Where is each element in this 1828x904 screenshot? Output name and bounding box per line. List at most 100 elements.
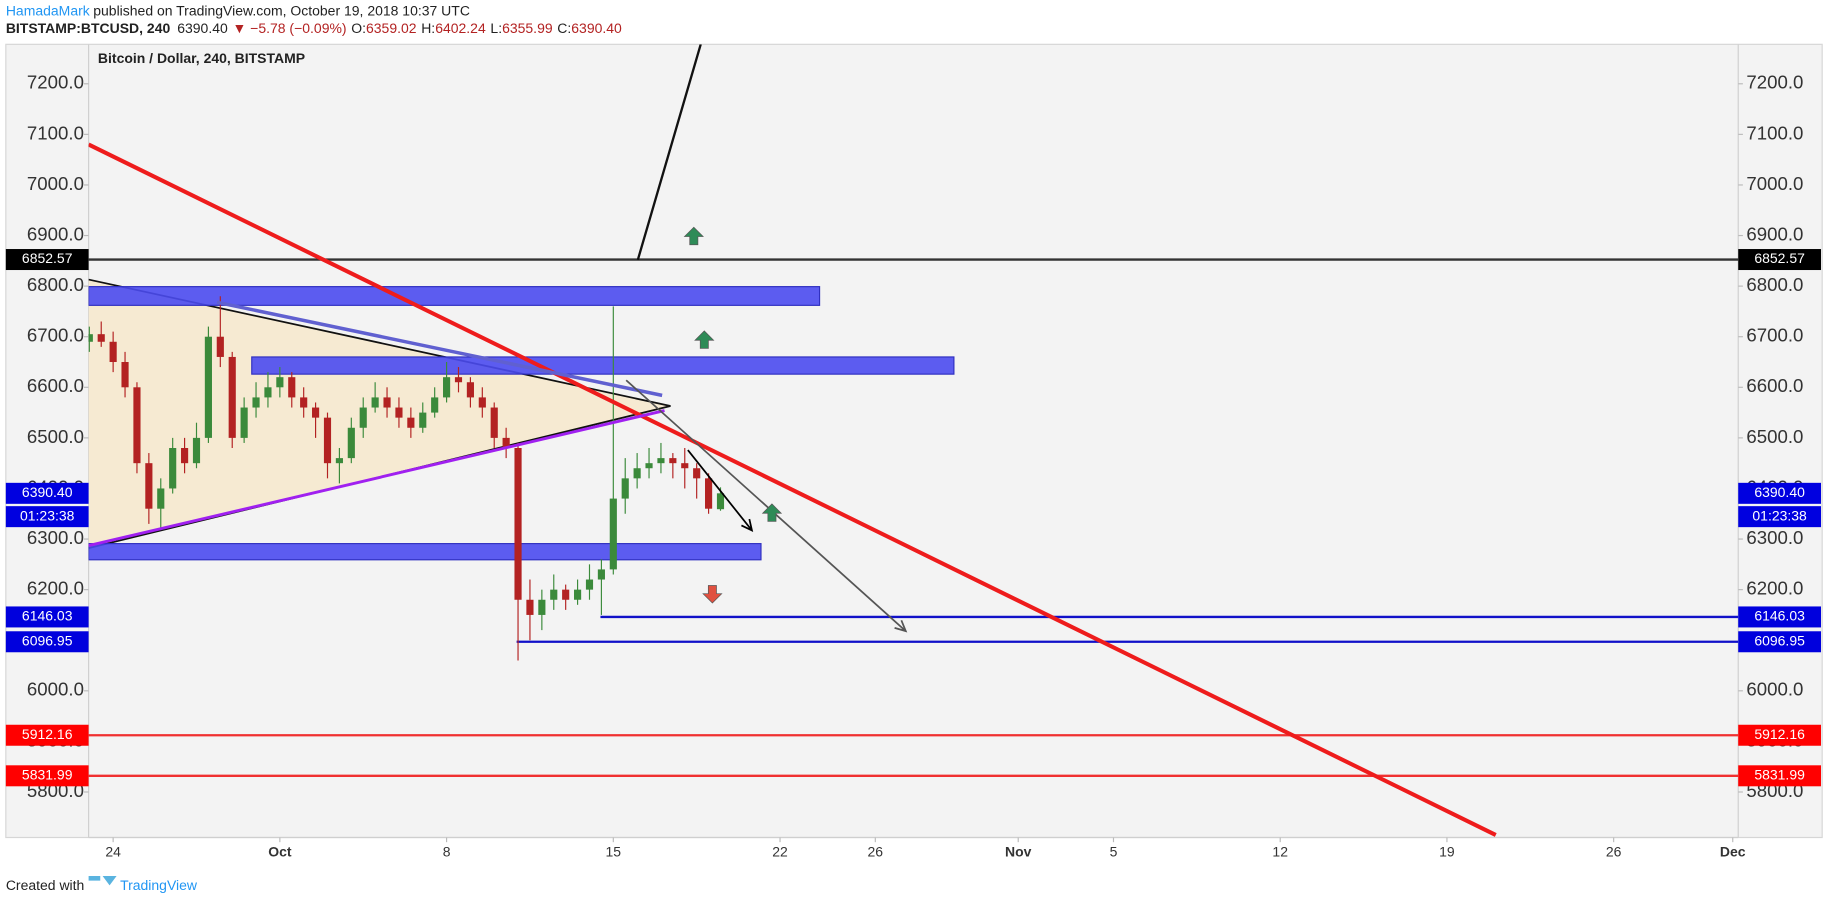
- countdown-label: 01:23:38: [1752, 507, 1807, 523]
- y-tick-label: 6300.0: [27, 527, 84, 548]
- candle-body: [443, 377, 451, 398]
- y-tick-label: 7000.0: [1746, 173, 1803, 194]
- x-tick-label: 26: [1606, 843, 1622, 859]
- ohlc-label: H:: [421, 20, 435, 36]
- trend-line: [216, 300, 663, 398]
- countdown-label-bg: [5, 506, 89, 528]
- line-price-label: 5831.99: [1754, 767, 1805, 783]
- arrow-marker: [683, 226, 704, 246]
- candle-body: [716, 493, 725, 510]
- tradingview-logo: [88, 876, 117, 886]
- candle-body: [431, 397, 439, 413]
- line-price-label-bg: [1738, 249, 1822, 271]
- line-price-label-bg: [1738, 724, 1822, 746]
- candle-body: [121, 362, 129, 388]
- ohlc-label: C:: [557, 20, 571, 36]
- candle-body: [204, 336, 212, 438]
- y-tick-label: 6700.0: [27, 325, 84, 346]
- trend-line: [636, 44, 702, 261]
- candle-body: [276, 377, 284, 388]
- change: ▼ −5.78 (−0.09%): [232, 20, 346, 36]
- line-price-label: 5912.16: [1754, 726, 1805, 742]
- countdown-label-bg: [1738, 506, 1822, 528]
- x-tick-label: 22: [772, 843, 788, 859]
- candle-body: [407, 417, 415, 428]
- ohlc-label: L:: [490, 20, 502, 36]
- candle-body: [574, 589, 582, 600]
- x-tick-label: 8: [443, 843, 451, 859]
- trend-line: [88, 409, 665, 548]
- candle-body: [300, 397, 308, 408]
- line-price-label: 6852.57: [1754, 250, 1805, 266]
- x-tick-label: Nov: [1005, 843, 1032, 859]
- line-price-label-bg: [5, 765, 89, 787]
- candle-body: [490, 407, 498, 438]
- candle-body: [109, 341, 117, 363]
- candle-body: [252, 397, 260, 408]
- line-price-label: 6852.57: [22, 250, 73, 266]
- candle-body: [240, 407, 248, 438]
- ohlc-value: 6390.40: [571, 20, 622, 36]
- x-tick-label: 26: [868, 843, 884, 859]
- triangle-pattern: [88, 279, 671, 549]
- x-tick-label: 19: [1439, 843, 1455, 859]
- candle-body: [585, 579, 594, 590]
- y-tick-label: 6900.0: [1746, 223, 1803, 244]
- line-price-label: 5912.16: [22, 726, 73, 742]
- line-price-label-bg: [5, 249, 89, 271]
- author[interactable]: HamadaMark: [6, 2, 91, 18]
- candle-body: [228, 356, 236, 438]
- arrow-marker: [761, 503, 783, 522]
- arrow-marker: [694, 330, 715, 349]
- candle-body: [371, 397, 379, 408]
- y-tick-label: 6600.0: [27, 375, 84, 396]
- candle-body: [609, 498, 617, 570]
- y-tick-label: 7100.0: [1746, 122, 1803, 143]
- candle-body: [681, 463, 689, 469]
- y-tick-label: 6800.0: [1746, 274, 1803, 295]
- last-price-label-bg: [5, 482, 89, 504]
- y-tick-label: 6000.0: [27, 679, 84, 700]
- ohlc-value: 6359.02: [366, 20, 417, 36]
- y-tick-label: 6200.0: [1746, 578, 1803, 599]
- candle-body: [395, 407, 403, 418]
- footer-created: Created with: [6, 877, 84, 893]
- candle-body: [657, 458, 665, 464]
- candle-body: [335, 458, 343, 464]
- ohlc-value: 6355.99: [502, 20, 553, 36]
- published: published on TradingView.com, October 19…: [93, 2, 470, 18]
- candle-body: [562, 589, 570, 600]
- candle-body: [621, 478, 629, 499]
- last-price-label: 6390.40: [22, 484, 73, 500]
- last-price: 6390.40: [177, 20, 228, 36]
- y-tick-label: 6000.0: [1746, 679, 1803, 700]
- candle-body: [514, 448, 522, 600]
- candle-body: [359, 407, 367, 428]
- candle-body: [216, 336, 224, 357]
- header-line: HamadaMark published on TradingView.com, …: [6, 2, 470, 18]
- zone: [88, 543, 762, 561]
- candle-body: [88, 334, 93, 342]
- arrow-marker: [702, 585, 723, 604]
- line-price-label-bg: [1738, 765, 1822, 787]
- line-price-label-bg: [5, 724, 89, 746]
- y-tick-label: 6900.0: [27, 223, 84, 244]
- y-tick-label: 7100.0: [27, 122, 84, 143]
- candle-body: [419, 412, 427, 428]
- line-price-label: 6096.95: [1754, 632, 1805, 648]
- candle-body: [526, 599, 534, 615]
- footer-brand[interactable]: TradingView: [120, 877, 198, 893]
- line-price-label: 6096.95: [22, 632, 73, 648]
- candle-body: [192, 437, 201, 464]
- line-price-label-bg: [1738, 606, 1822, 628]
- trend-line: [88, 142, 1497, 837]
- candle-body: [597, 569, 605, 580]
- candle-body: [181, 448, 189, 464]
- line-price-label: 6146.03: [22, 608, 73, 624]
- x-tick-label: 12: [1272, 843, 1288, 859]
- candle-body: [466, 382, 474, 398]
- last-price-label-bg: [1738, 482, 1822, 504]
- candle-body: [645, 463, 653, 469]
- y-tick-label: 6800.0: [27, 274, 84, 295]
- candle-body: [502, 437, 510, 449]
